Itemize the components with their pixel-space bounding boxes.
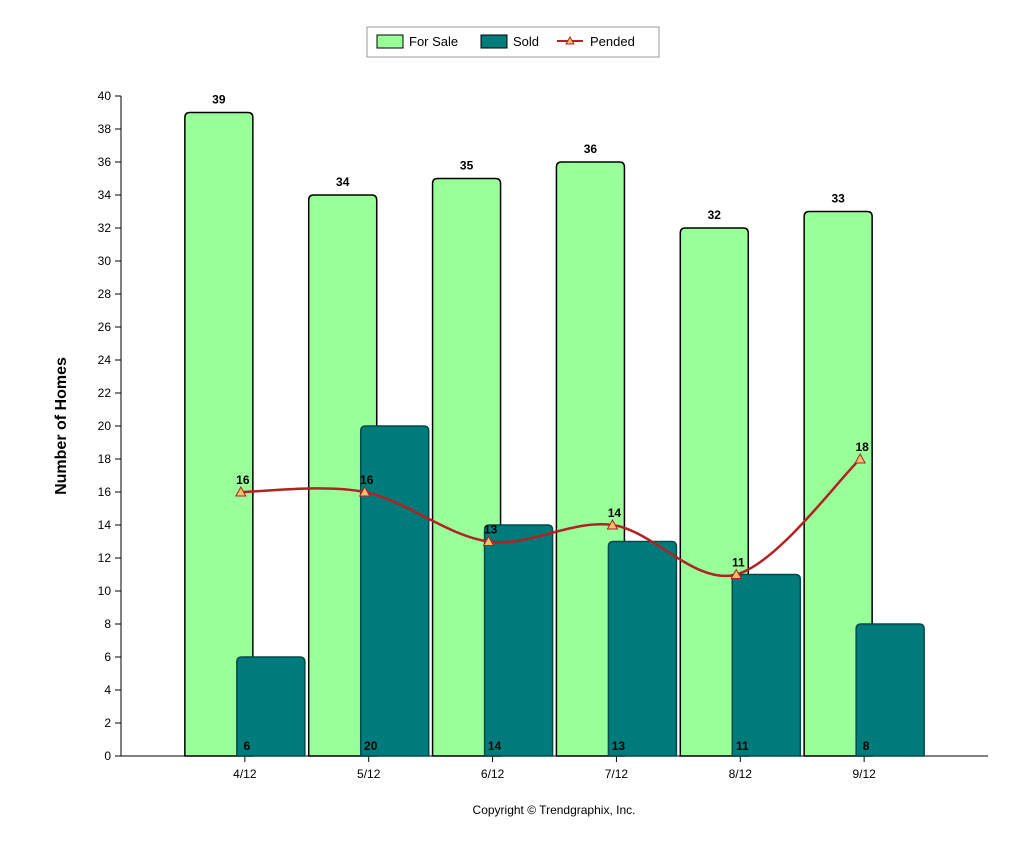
data-label-for-sale: 36	[584, 142, 598, 156]
bar-sold	[359, 425, 430, 757]
data-label-pended: 18	[855, 440, 869, 454]
data-label-for-sale: 32	[708, 208, 722, 222]
pended-marker	[482, 535, 495, 546]
legend-label-sold: Sold	[513, 34, 539, 49]
y-tick-label: 24	[98, 353, 112, 367]
data-label-sold: 6	[244, 739, 251, 753]
data-label-for-sale: 33	[831, 192, 845, 206]
pended-marker	[854, 452, 866, 464]
data-label-sold: 14	[488, 739, 502, 753]
y-tick-label: 22	[98, 386, 112, 400]
y-tick-label: 28	[98, 287, 112, 301]
y-tick-label: 36	[98, 155, 112, 169]
pended-line	[240, 458, 861, 578]
data-label-sold: 20	[364, 739, 378, 753]
bar-for-sale	[431, 177, 502, 757]
y-tick-label: 16	[98, 485, 112, 499]
x-tick-label: 8/12	[729, 767, 753, 781]
y-tick-label: 14	[98, 518, 112, 532]
data-label-for-sale: 39	[212, 93, 226, 107]
y-tick-label: 34	[98, 188, 112, 202]
legend-box	[366, 26, 660, 58]
x-axis: 4/12 5/12 6/12 7/12 8/12 9/12	[121, 755, 988, 781]
y-axis-title: Number of Homes	[53, 357, 70, 495]
pended-marker	[730, 568, 743, 579]
y-tick-label: 4	[104, 683, 111, 697]
y-tick-label: 26	[98, 320, 112, 334]
x-tick-label: 9/12	[852, 767, 876, 781]
legend-swatch-for-sale	[376, 34, 404, 49]
data-label-pended: 13	[484, 523, 498, 537]
y-tick-label: 12	[98, 551, 112, 565]
bar-sold	[483, 524, 554, 757]
legend-label-pended: Pended	[590, 34, 635, 49]
pended-marker	[606, 518, 619, 530]
y-tick-label: 8	[104, 617, 111, 631]
y-tick-label: 32	[98, 221, 112, 235]
bar-for-sale	[555, 161, 626, 757]
legend-swatch-sold	[480, 34, 508, 49]
y-tick-label: 2	[104, 716, 111, 730]
legend: For Sale Sold Pended	[366, 26, 660, 58]
legend-swatch-pended-marker	[565, 35, 575, 45]
pended-marker	[358, 485, 371, 497]
y-tick-label: 30	[98, 254, 112, 268]
x-tick-label: 4/12	[233, 767, 257, 781]
legend-label-for-sale: For Sale	[409, 34, 458, 49]
y-tick-label: 6	[104, 650, 111, 664]
data-label-pended: 16	[360, 473, 374, 487]
y-tick-label: 0	[104, 749, 111, 763]
bar-sold	[731, 573, 802, 757]
bars	[184, 111, 925, 757]
data-label-sold: 11	[736, 739, 749, 753]
x-tick-label: 6/12	[481, 767, 505, 781]
y-tick-label: 20	[98, 419, 112, 433]
x-tick-label: 7/12	[605, 767, 629, 781]
y-tick-label: 10	[98, 584, 112, 598]
bar-for-sale	[307, 194, 378, 757]
data-label-for-sale: 34	[336, 175, 350, 189]
bar-for-sale	[679, 227, 750, 757]
data-label-pended: 14	[608, 506, 622, 520]
data-label-sold: 13	[612, 739, 626, 753]
data-label-sold: 8	[863, 739, 870, 753]
data-labels: 39 34 35 36 32 33 6 20 14 13 11 8 16 16 13 14 11 18	[212, 93, 870, 754]
bar-sold	[236, 656, 306, 757]
y-tick-label: 38	[98, 122, 112, 136]
data-label-pended: 16	[236, 473, 250, 487]
data-label-pended: 11	[732, 556, 745, 570]
x-tick-label: 5/12	[357, 767, 381, 781]
bar-for-sale	[184, 111, 254, 757]
data-label-for-sale: 35	[460, 159, 474, 173]
pended-series	[235, 452, 866, 579]
y-tick-label: 40	[98, 89, 112, 103]
bar-sold	[607, 540, 678, 757]
copyright-text: Copyright © Trendgraphix, Inc.	[473, 803, 636, 817]
pended-marker	[235, 485, 247, 497]
y-tick-label: 18	[98, 452, 112, 466]
bar-sold	[855, 623, 925, 757]
